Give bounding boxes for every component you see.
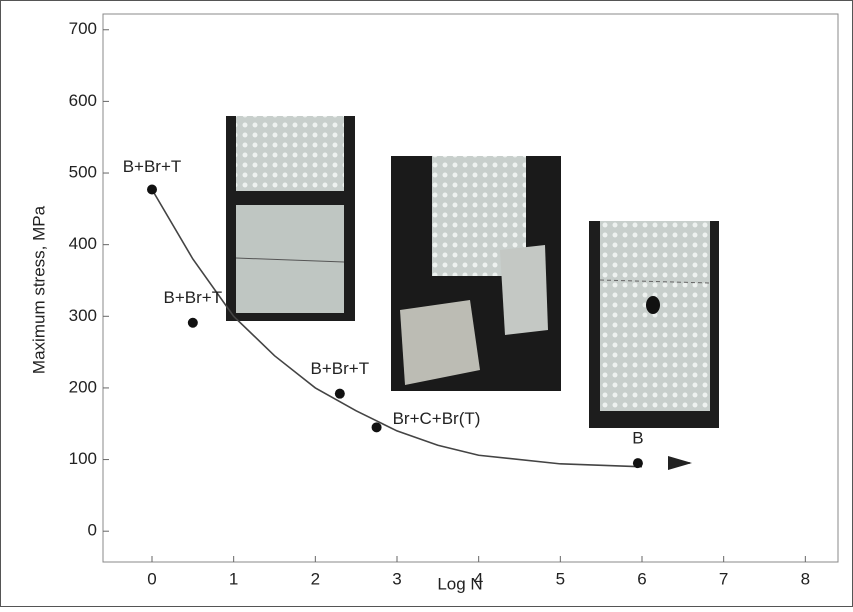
point-label: B+Br+T <box>164 288 223 307</box>
y-tick-label: 700 <box>69 19 97 38</box>
x-tick-label: 5 <box>556 569 565 588</box>
y-tick-label: 200 <box>69 377 97 396</box>
data-point <box>632 458 643 469</box>
data-point <box>147 184 157 195</box>
y-axis-label: Maximum stress, MPa <box>29 205 48 374</box>
y-tick-label: 100 <box>69 449 97 468</box>
point-label: B+Br+T <box>311 359 370 378</box>
y-tick-label: 300 <box>69 306 97 325</box>
data-point <box>371 422 382 433</box>
x-tick-label: 2 <box>311 569 320 588</box>
x-tick-label: 6 <box>637 569 646 588</box>
x-tick-label: 8 <box>801 569 810 588</box>
photo <box>226 116 355 321</box>
x-tick-label: 3 <box>392 569 401 588</box>
x-tick-label: 0 <box>147 569 156 588</box>
x-tick-label: 1 <box>229 569 238 588</box>
fit-curve <box>151 189 643 468</box>
data-point <box>187 317 198 328</box>
point-label: Br+C+Br(T) <box>393 409 481 428</box>
y-tick-label: 500 <box>69 163 97 182</box>
data-point <box>334 388 345 399</box>
x-tick-label: 7 <box>719 569 728 588</box>
plot-frame <box>102 13 839 563</box>
x-tick-label: 4 <box>474 569 483 588</box>
y-tick-label: 0 <box>88 521 97 540</box>
arrow-head <box>668 456 692 470</box>
photo <box>589 221 719 428</box>
point-label: B <box>632 429 643 448</box>
photo <box>391 156 561 391</box>
y-tick-label: 400 <box>69 234 97 253</box>
y-tick-label: 600 <box>69 91 97 110</box>
x-axis-label: Log N <box>437 574 482 593</box>
point-label: B+Br+T <box>123 157 182 176</box>
